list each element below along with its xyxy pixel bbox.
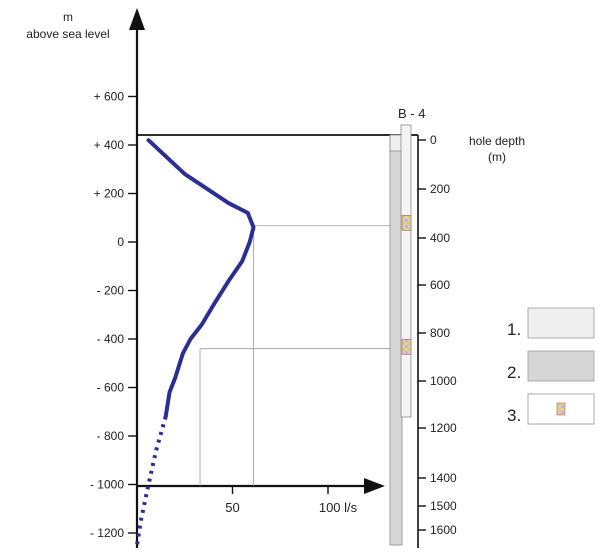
depth-tick-label: 1000 [430,374,457,388]
depth-tick-label: 600 [430,278,450,292]
elevation-tick-label: - 1200 [90,526,124,540]
elevation-tick-label: + 400 [94,138,125,152]
depth-tick-label: 200 [430,182,450,196]
elevation-axis-label: above sea level [26,27,109,41]
legend-number: 1. [507,320,521,339]
inflow-zone-marker [401,215,412,231]
elevation-tick-label: - 600 [97,381,125,395]
elevation-tick-label: - 1000 [90,478,124,492]
borehole-casing [400,124,412,418]
depth-tick-label: 400 [430,231,450,245]
elevation-tick-label: + 600 [94,90,125,104]
flow-curve-dotted [135,416,168,546]
borehole-column-outer [389,134,403,546]
depth-tick-label: 1400 [430,471,457,485]
legend-inflow-marker-icon [556,402,566,416]
depth-tick-label: 0 [430,133,437,147]
depth-axis-label: hole depth [469,134,525,148]
inflow-zone-marker [401,339,412,355]
legend-swatch [527,307,595,339]
flow-axis-arrow [364,478,385,494]
elevation-tick-label: - 800 [97,429,125,443]
elevation-tick-label: - 400 [97,332,125,346]
flow-curve-solid [146,138,256,419]
elevation-unit-label: m [63,10,73,24]
depth-tick-label: 1500 [430,499,457,513]
flow-tick-label: 50 [225,500,239,515]
legend-number: 2. [507,363,521,382]
depth-tick-label: 800 [430,326,450,340]
elevation-tick-label: 0 [117,235,124,249]
borehole-column-top [389,134,403,152]
borehole-name: B - 4 [398,106,425,121]
elevation-axis-arrow [129,8,145,30]
elevation-tick-label: + 200 [94,187,125,201]
depth-tick-label: 1200 [430,421,457,435]
flow-tick-label: 100 l/s [319,500,358,515]
legend-swatch [527,350,595,382]
depth-tick-label: 1600 [430,523,457,537]
depth-axis-unit: (m) [488,150,506,164]
elevation-tick-label: - 200 [97,284,125,298]
legend-number: 3. [507,406,521,425]
